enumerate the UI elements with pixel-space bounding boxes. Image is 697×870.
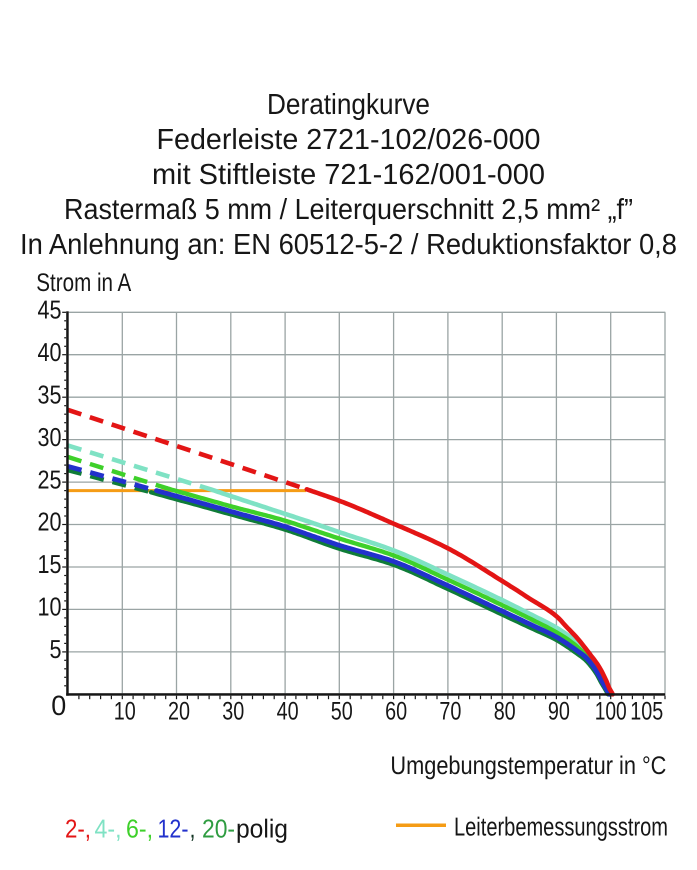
svg-text:20: 20 [168, 698, 190, 726]
svg-text:15: 15 [38, 549, 62, 579]
svg-text:2-,: 2-, [65, 814, 91, 844]
svg-text:Deratingkurve: Deratingkurve [267, 89, 430, 121]
svg-text:100: 100 [595, 698, 627, 726]
svg-text:mit Stiftleiste 721-162/001-00: mit Stiftleiste 721-162/001-000 [152, 159, 545, 191]
svg-text:polig: polig [236, 814, 288, 844]
svg-text:40: 40 [277, 698, 299, 726]
svg-text:35: 35 [38, 379, 62, 409]
svg-text:In Anlehnung an: EN 60512-5-2: In Anlehnung an: EN 60512-5-2 / Reduktio… [20, 229, 677, 261]
svg-text:10: 10 [114, 698, 136, 726]
svg-text:45: 45 [38, 295, 62, 325]
svg-text:12-: 12- [158, 814, 189, 844]
svg-text:6-,: 6-, [126, 814, 153, 844]
svg-text:4-,: 4-, [95, 814, 122, 844]
svg-text:70: 70 [439, 698, 461, 726]
svg-text:0: 0 [51, 690, 66, 721]
svg-text:90: 90 [548, 698, 570, 726]
svg-text:25: 25 [38, 464, 62, 494]
svg-text:105: 105 [630, 698, 663, 726]
svg-text:,: , [190, 814, 196, 844]
svg-text:40: 40 [38, 337, 62, 367]
svg-text:80: 80 [494, 698, 516, 726]
svg-text:20-: 20- [202, 814, 235, 844]
svg-text:Rastermaß 5 mm / Leiterquersch: Rastermaß 5 mm / Leiterquerschnitt 2,5 m… [64, 194, 633, 226]
svg-text:60: 60 [385, 698, 407, 726]
svg-text:50: 50 [331, 698, 353, 726]
svg-text:5: 5 [50, 634, 62, 664]
svg-text:Umgebungstemperatur in °C: Umgebungstemperatur in °C [390, 752, 666, 780]
svg-text:20: 20 [38, 507, 62, 537]
svg-text:30: 30 [222, 698, 244, 726]
svg-text:10: 10 [38, 592, 62, 622]
svg-text:30: 30 [38, 422, 62, 452]
svg-text:Leiterbemessungsstrom: Leiterbemessungsstrom [454, 812, 668, 842]
svg-text:Strom in A: Strom in A [36, 269, 131, 297]
svg-text:Federleiste 2721-102/026-000: Federleiste 2721-102/026-000 [157, 124, 541, 156]
